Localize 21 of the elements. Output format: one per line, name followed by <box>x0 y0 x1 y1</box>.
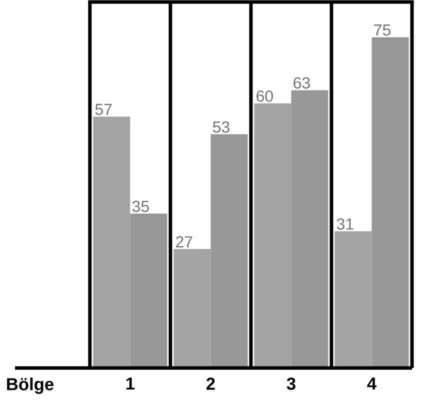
bar <box>174 248 211 368</box>
data-label: 31 <box>336 218 354 230</box>
bar <box>130 214 168 368</box>
data-label: 60 <box>256 90 273 102</box>
bar <box>210 134 248 368</box>
bar <box>334 231 372 368</box>
x-axis-title: Bölge <box>7 378 54 394</box>
bar <box>372 37 409 368</box>
data-label: 75 <box>374 24 390 36</box>
bar <box>93 116 130 368</box>
bar <box>291 90 328 368</box>
x-tick-label: 4 <box>367 378 376 390</box>
data-label: 53 <box>212 121 230 133</box>
data-label: 35 <box>132 200 149 212</box>
data-label: 63 <box>294 77 310 89</box>
x-tick-label: 3 <box>286 378 296 390</box>
data-label: 57 <box>95 104 112 116</box>
bar <box>254 103 292 368</box>
data-label: 27 <box>176 236 192 248</box>
x-tick-label: 1 <box>126 378 134 390</box>
x-tick-label: 2 <box>206 378 215 390</box>
